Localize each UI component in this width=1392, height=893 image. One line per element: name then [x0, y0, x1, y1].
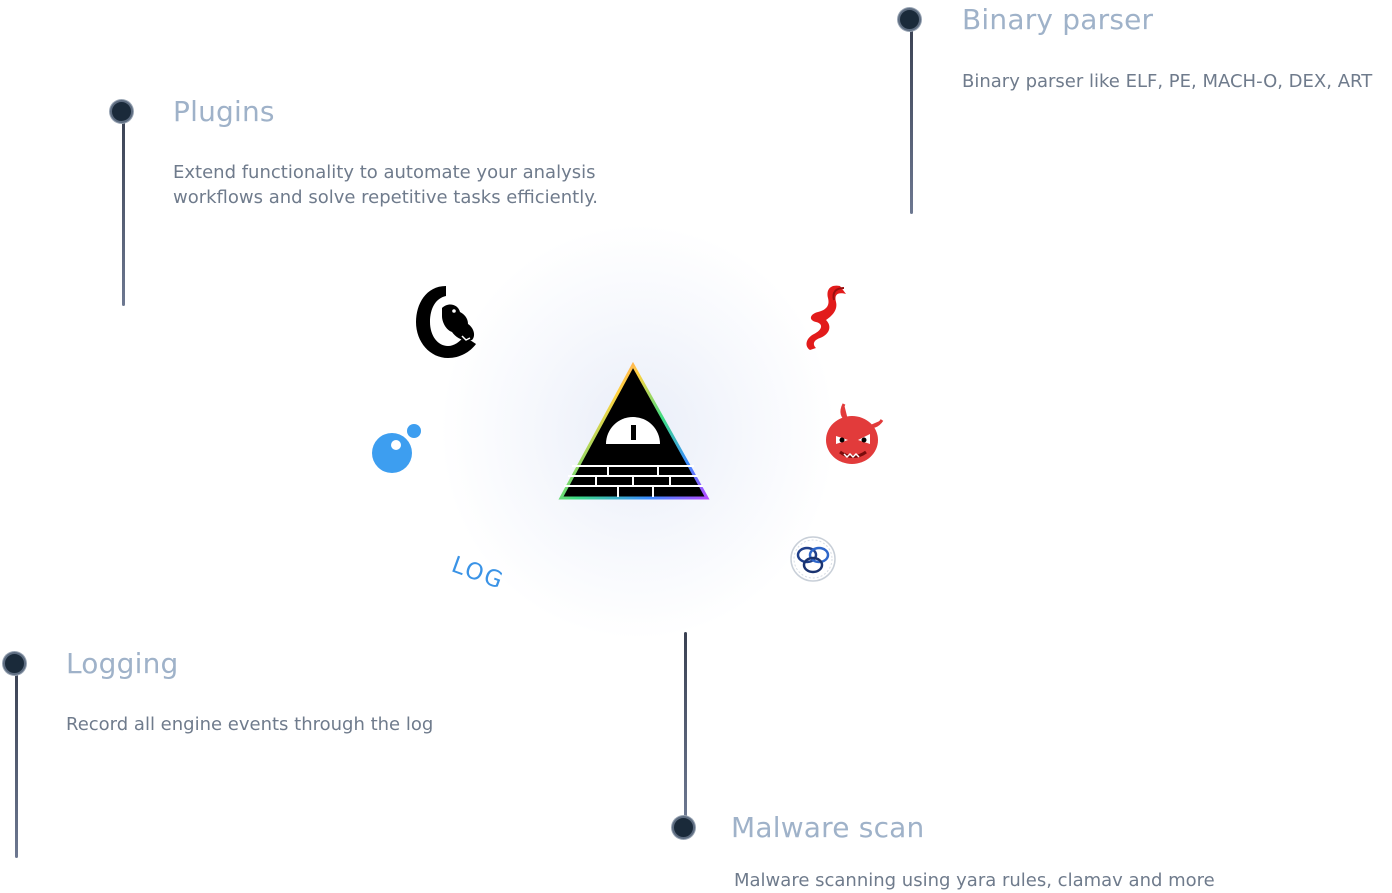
timeline-line — [684, 632, 687, 818]
timeline-dot — [898, 8, 921, 31]
pyramid-logo-icon — [558, 362, 710, 500]
timeline-dot — [672, 816, 695, 839]
devil-logo-icon — [826, 403, 884, 464]
feature-title: Plugins — [173, 95, 275, 128]
crow-logo-icon — [416, 286, 476, 358]
feature-description: Extend functionality to automate your an… — [173, 162, 599, 208]
feature-title: Binary parser — [962, 3, 1154, 36]
feature-description: Malware scanning using yara rules, clama… — [734, 870, 1215, 891]
feature-description: Binary parser like ELF, PE, MACH-O, DEX,… — [962, 71, 1373, 92]
feature-title: Malware scan — [731, 811, 925, 844]
timeline-dot — [3, 652, 26, 675]
timeline-dot — [110, 100, 133, 123]
timeline-line — [15, 666, 18, 858]
feature-description: Record all engine events through the log — [66, 714, 434, 735]
rings-logo-icon — [790, 536, 836, 582]
blue-bubble-logo-icon — [372, 424, 421, 473]
feature-title: Logging — [66, 647, 179, 680]
timeline-line — [122, 114, 125, 306]
red-bracket-logo-icon — [806, 285, 846, 350]
timeline-line — [910, 22, 913, 214]
